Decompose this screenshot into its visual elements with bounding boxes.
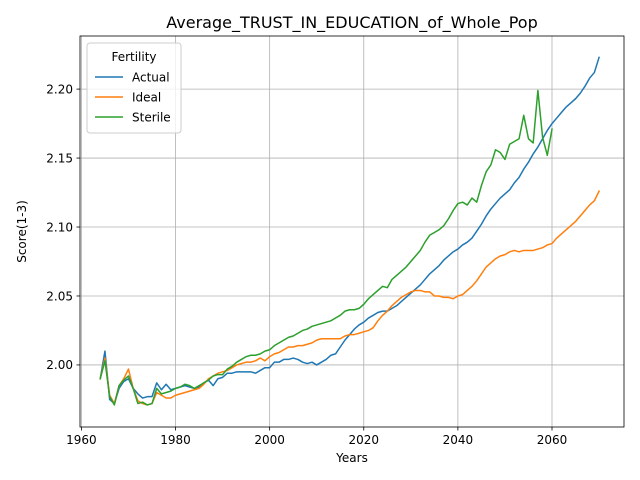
- legend-entries: Actual Ideal Sterile: [95, 70, 171, 124]
- x-tick-label: 2040: [443, 433, 474, 447]
- y-tick-label: 2.00: [46, 358, 73, 372]
- legend-box: [86, 42, 182, 134]
- axis-ticks: 1960 1980 2000 2020 2040 2060 2.00 2.05 2.10 2.15…: [46, 82, 567, 447]
- series-line-sterile: [99, 89, 553, 406]
- y-tick-label: 2.20: [46, 82, 73, 96]
- legend-label: Sterile: [132, 110, 171, 124]
- y-tick-label: 2.15: [46, 151, 73, 165]
- grid: [80, 36, 624, 427]
- x-tick-label: 2020: [348, 433, 379, 447]
- y-tick-label: 2.05: [46, 289, 73, 303]
- x-axis-label: Years: [335, 451, 368, 465]
- legend-label: Ideal: [132, 90, 161, 104]
- legend-label: Actual: [132, 70, 170, 84]
- legend: Fertility Actual Ideal Sterile: [86, 42, 182, 134]
- y-tick-label: 2.10: [46, 220, 73, 234]
- chart-title: Average_TRUST_IN_EDUCATION_of_Whole_Pop: [166, 13, 537, 33]
- x-tick-label: 2000: [254, 433, 285, 447]
- x-tick-label: 2060: [537, 433, 568, 447]
- legend-title: Fertility: [111, 50, 156, 64]
- plot-frame: [79, 35, 625, 428]
- series-lines: [99, 56, 601, 406]
- series-line-ideal: [99, 190, 601, 406]
- y-axis-label: Score(1-3): [15, 200, 29, 263]
- x-tick-label: 1980: [160, 433, 191, 447]
- x-tick-label: 1960: [66, 433, 97, 447]
